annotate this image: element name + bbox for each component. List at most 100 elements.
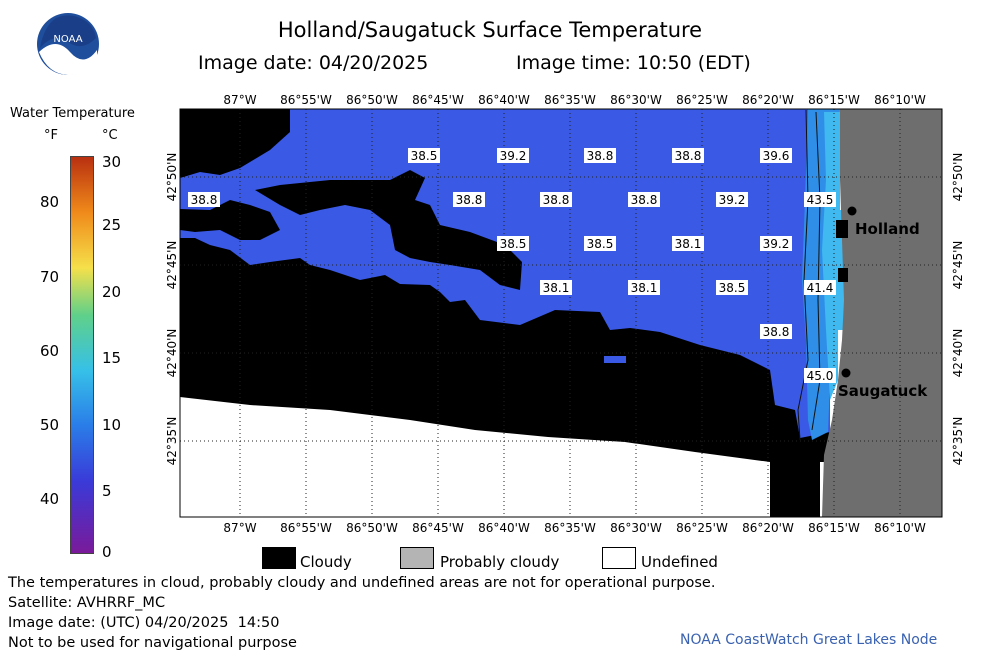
temperature-label-box (584, 236, 616, 251)
lon-label: 86°40'W (478, 93, 530, 107)
temperature-label-box (760, 148, 792, 163)
lon-label: 86°30'W (610, 521, 662, 535)
unit-fahrenheit: °F (44, 128, 58, 143)
temperature-label: 38.5 (497, 236, 529, 251)
temperature-labels: 38.5 39.2 38.8 38.8 39.6 38.8 38.8 38.8 38.8 39.2… (188, 148, 836, 383)
temperature-label: 38.8 (628, 192, 660, 207)
temperature-label-box (804, 368, 836, 383)
c-tick-label: 10 (102, 416, 122, 434)
note-operational: The temperatures in cloud, probably clou… (8, 575, 716, 591)
contour-line (811, 111, 821, 431)
lon-label: 86°20'W (742, 93, 794, 107)
temperature-label-box (672, 148, 704, 163)
temperature-label-box (540, 280, 572, 295)
temperature-label: 38.8 (540, 192, 572, 207)
temperature-label-box (497, 148, 529, 163)
longitude-labels-bottom: 87°W 86°55'W 86°50'W 86°45'W 86°40'W 86°… (223, 521, 926, 535)
temperature-label-text: 39.2 (719, 193, 746, 207)
lon-label: 86°35'W (544, 93, 596, 107)
lat-label: 42°50'N (951, 153, 965, 202)
lat-label: 42°45'N (165, 241, 179, 290)
map-frame (179, 108, 943, 518)
c-tick-label: 15 (102, 349, 122, 367)
lon-label: 86°25'W (676, 521, 728, 535)
cloudy-swatch (262, 547, 296, 569)
temperature-label-text: 38.8 (675, 149, 702, 163)
footer-credit: NOAA CoastWatch Great Lakes Node (680, 632, 938, 648)
city-label-saugatuck: Saugatuck (838, 382, 928, 400)
temperature-label: 39.2 (760, 236, 792, 251)
cloud-patch (180, 200, 280, 240)
probably-cloudy-label: Probably cloudy (440, 553, 560, 571)
temperature-label: 38.8 (584, 148, 616, 163)
lon-label: 86°50'W (346, 93, 398, 107)
temperature-label: 38.1 (628, 280, 660, 295)
f-tick-label: 60 (40, 342, 60, 360)
city-label-holland: Holland (855, 220, 920, 238)
lon-label: 86°50'W (346, 521, 398, 535)
cloud-patch (180, 109, 290, 178)
temperature-label-box (188, 192, 220, 207)
c-tick-label: 30 (102, 153, 122, 171)
undefined-swatch (602, 547, 636, 569)
temperature-label-box (540, 192, 572, 207)
city-marker (841, 368, 851, 378)
temperature-label-text: 38.8 (631, 193, 658, 207)
temperature-label-text: 38.8 (191, 193, 218, 207)
cloudy-label: Cloudy (300, 553, 352, 571)
lon-label: 86°10'W (874, 93, 926, 107)
water-patch (604, 356, 626, 363)
noaa-logo: NOAA (37, 13, 99, 76)
temperature-label-box (453, 192, 485, 207)
probably-cloudy-swatch (400, 547, 434, 569)
temperature-label-box (408, 148, 440, 163)
temperature-label-text: 39.6 (763, 149, 790, 163)
lon-label: 87°W (223, 93, 256, 107)
temperature-label-box (716, 192, 748, 207)
temperature-label: 38.8 (453, 192, 485, 207)
lon-label: 86°30'W (610, 93, 662, 107)
note-navigation: Not to be used for navigational purpose (8, 635, 297, 651)
latitude-labels-left: 42°50'N 42°45'N 42°40'N 42°35'N (165, 153, 179, 466)
page-title: Holland/Saugatuck Surface Temperature (277, 18, 703, 42)
lat-label: 42°40'N (951, 329, 965, 378)
city-marker (847, 206, 857, 216)
temperature-label-box (628, 280, 660, 295)
temperature-label-box (760, 236, 792, 251)
lon-label: 86°55'W (280, 93, 332, 107)
temperature-label-text: 38.1 (543, 281, 570, 295)
temperature-label: 39.6 (760, 148, 792, 163)
lake-macatawa (838, 268, 848, 282)
lon-label: 86°15'W (808, 521, 860, 535)
lon-label: 86°40'W (478, 521, 530, 535)
c-tick-label: 0 (102, 543, 112, 561)
warm-nearshore (822, 112, 846, 400)
f-tick-label: 50 (40, 416, 60, 434)
temperature-label-text: 45.0 (807, 369, 834, 383)
temperature-label: 38.1 (672, 236, 704, 251)
temperature-map: 87°W 86°55'W 86°50'W 86°45'W 86°40'W 86°… (165, 93, 965, 535)
lon-label: 86°25'W (676, 93, 728, 107)
temperature-label-text: 38.1 (675, 237, 702, 251)
unit-celsius: °C (102, 128, 118, 143)
temperature-label: 38.5 (716, 280, 748, 295)
temperature-label-text: 38.8 (456, 193, 483, 207)
temperature-label-box (760, 324, 792, 339)
c-tick-label: 5 (102, 482, 112, 500)
lat-label: 42°40'N (165, 329, 179, 378)
lon-label: 86°15'W (808, 93, 860, 107)
temperature-label: 41.4 (804, 280, 836, 295)
lon-label: 86°45'W (412, 521, 464, 535)
temperature-label-text: 38.5 (500, 237, 527, 251)
temperature-label: 45.0 (804, 368, 836, 383)
temperature-label-text: 38.1 (631, 281, 658, 295)
lat-label: 42°45'N (951, 241, 965, 290)
temperature-label: 38.5 (584, 236, 616, 251)
temperature-label: 38.8 (760, 324, 792, 339)
f-tick-label: 70 (40, 268, 60, 286)
lon-label: 87°W (223, 521, 256, 535)
temperature-label-text: 39.2 (500, 149, 527, 163)
temperature-label: 38.5 (408, 148, 440, 163)
f-tick-label: 80 (40, 193, 60, 211)
temperature-label-text: 38.5 (719, 281, 746, 295)
